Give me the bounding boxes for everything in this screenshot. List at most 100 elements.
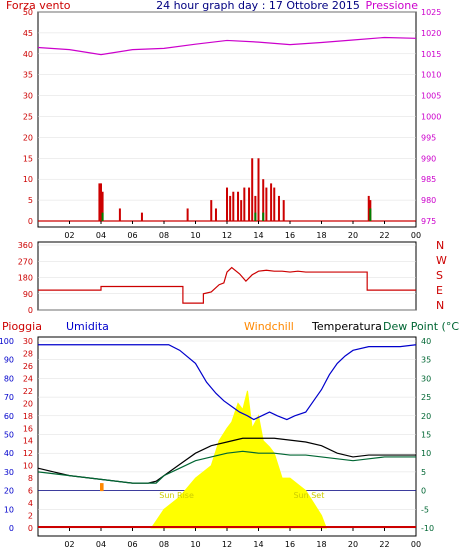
x-tick-label: 06 xyxy=(127,231,137,240)
x-tick-label: 10 xyxy=(190,231,200,240)
right-axis-label: Pressione xyxy=(366,0,419,12)
humidity-label: Umidita xyxy=(66,320,109,333)
wind-tick-label: 30 xyxy=(23,92,33,101)
wind-gust-bar xyxy=(240,200,243,221)
x-tick-label: 20 xyxy=(348,231,358,240)
humidity-tick-label: 30 xyxy=(4,468,14,477)
compass-label: N xyxy=(436,239,444,252)
rain-tick-label: 20 xyxy=(23,399,33,408)
windchill-bar xyxy=(101,483,104,492)
wind-gust-bar xyxy=(100,183,102,221)
wind-gust-bar xyxy=(262,179,265,221)
compass-label: E xyxy=(436,284,443,297)
x-tick-label: 06 xyxy=(127,540,137,549)
direction-tick-label: 0 xyxy=(28,306,33,315)
wind-tick-label: 10 xyxy=(23,175,33,184)
sun-radiation-area xyxy=(150,390,327,529)
wind-gust-bar xyxy=(282,200,285,221)
temperature-label: Temperatura xyxy=(311,320,382,333)
humidity-tick-label: 20 xyxy=(4,487,14,496)
wind-gust-bar xyxy=(273,187,276,221)
dewpoint-line xyxy=(37,450,416,484)
windchill-label: Windchill xyxy=(244,320,294,333)
rain-tick-label: 26 xyxy=(23,362,33,371)
x-tick-label: 10 xyxy=(190,540,200,549)
x-tick-label: 12 xyxy=(222,540,232,549)
temperature-tick-label: 40 xyxy=(421,337,431,346)
x-tick-label: 14 xyxy=(253,231,263,240)
wind-gust-bar xyxy=(229,195,232,221)
sunrise-annotation: Sun Rise xyxy=(159,491,194,500)
wind-gust-bar xyxy=(210,200,213,221)
chart-title: 24 hour graph day : 17 Ottobre 2015 xyxy=(156,0,360,12)
x-tick-label: 16 xyxy=(285,540,295,549)
pressure-tick-label: 1000 xyxy=(421,113,441,122)
wind-avg-bar xyxy=(369,208,372,221)
rain-tick-label: 30 xyxy=(23,337,33,346)
humidity-tick-label: 90 xyxy=(4,356,14,365)
pressure-tick-label: 985 xyxy=(421,175,436,184)
wind-tick-label: 20 xyxy=(23,133,33,142)
windchill-bar xyxy=(100,483,102,492)
wind-gust-bar xyxy=(232,191,235,221)
wind-gust-bar xyxy=(248,187,251,221)
wind-gust-bar xyxy=(140,212,143,221)
rain-tick-label: 18 xyxy=(23,412,33,421)
rain-tick-label: 4 xyxy=(28,499,33,508)
wind-gust-bar xyxy=(237,191,240,221)
wind-tick-label: 0 xyxy=(28,217,33,226)
temperature-tick-label: 15 xyxy=(421,431,431,440)
rain-tick-label: 6 xyxy=(28,487,33,496)
humidity-tick-label: 100 xyxy=(0,337,14,346)
x-tick-label: 20 xyxy=(348,540,358,549)
wind-gust-bar xyxy=(101,191,104,221)
compass-label: S xyxy=(436,269,443,282)
temperature-tick-label: 10 xyxy=(421,449,431,458)
wind-gust-bar xyxy=(254,195,257,221)
x-tick-label: 00 xyxy=(411,231,421,240)
rain-tick-label: 24 xyxy=(23,374,33,383)
wind-avg-bar xyxy=(254,212,257,221)
x-tick-label: 16 xyxy=(285,231,295,240)
wind-gust-bar xyxy=(251,158,254,221)
wind-gust-bar xyxy=(118,208,121,221)
wind-gust-bar xyxy=(214,208,217,221)
wind-gust-bar xyxy=(98,183,101,221)
wind-avg-bar xyxy=(262,212,265,221)
wind-gust-bar xyxy=(226,187,228,221)
direction-tick-label: 360 xyxy=(18,241,33,250)
wind-direction-line xyxy=(38,266,416,304)
compass-label: W xyxy=(436,254,447,267)
rain-tick-label: 28 xyxy=(23,349,33,358)
wind-tick-label: 40 xyxy=(23,50,33,59)
wind-gust-bar xyxy=(277,195,280,221)
bottom-panel-frame xyxy=(37,336,417,537)
wind-tick-label: 25 xyxy=(23,113,33,122)
rain-tick-label: 14 xyxy=(23,437,33,446)
humidity-tick-label: 70 xyxy=(4,393,14,402)
rain-tick-label: 22 xyxy=(23,387,33,396)
humidity-tick-label: 50 xyxy=(4,431,14,440)
x-tick-label: 18 xyxy=(316,231,326,240)
direction-panel-frame xyxy=(37,241,417,311)
temperature-tick-label: 30 xyxy=(421,374,431,383)
rain-tick-label: 12 xyxy=(23,449,33,458)
wind-avg-bar xyxy=(101,212,104,221)
rain-tick-label: 10 xyxy=(23,462,33,471)
pressure-tick-label: 1005 xyxy=(421,92,441,101)
wind-gust-bar xyxy=(265,187,268,221)
x-tick-label: 02 xyxy=(64,231,74,240)
temperature-tick-label: 35 xyxy=(421,356,431,365)
dewpoint-label: Dew Point (°C xyxy=(383,320,459,333)
wind-tick-label: 15 xyxy=(23,154,33,163)
x-tick-label: 18 xyxy=(316,540,326,549)
x-tick-label: 12 xyxy=(222,231,232,240)
sunset-annotation: Sun Set xyxy=(293,491,324,500)
wind-tick-label: 5 xyxy=(28,196,33,205)
rain-tick-label: 2 xyxy=(28,512,33,521)
x-tick-label: 02 xyxy=(64,540,74,549)
temperature-tick-label: -5 xyxy=(421,505,429,514)
wind-gust-bar xyxy=(243,187,246,221)
